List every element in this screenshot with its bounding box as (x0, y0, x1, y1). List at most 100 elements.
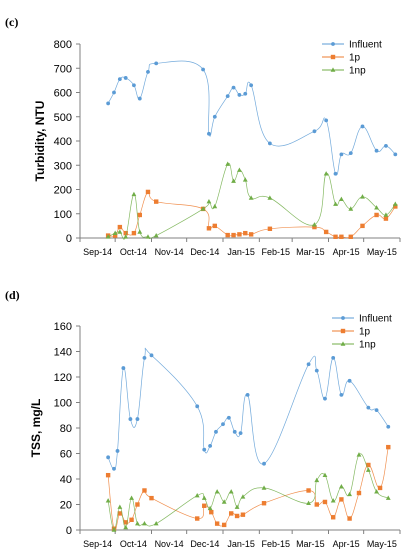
data-point (267, 195, 273, 200)
data-point (323, 396, 327, 401)
series-influent (106, 60, 398, 176)
data-point (339, 234, 344, 239)
data-point (267, 141, 272, 146)
x-tick-label: Oct-14 (120, 247, 147, 257)
data-point (248, 195, 254, 200)
data-point (348, 151, 353, 156)
data-point (339, 392, 344, 397)
data-point (123, 76, 128, 80)
data-point (338, 484, 344, 489)
x-tick-label: Nov-14 (155, 539, 184, 549)
x-tick-label: Nov-14 (155, 247, 184, 257)
legend-marker (340, 328, 346, 334)
data-point (135, 521, 140, 526)
data-point (237, 93, 242, 97)
data-point (324, 118, 329, 123)
data-point (123, 234, 129, 239)
data-point (262, 461, 266, 466)
y-axis-title: TSS, mg/L (29, 399, 43, 458)
data-point (365, 467, 371, 472)
data-point (374, 212, 379, 218)
data-point (242, 177, 248, 182)
data-point (153, 521, 159, 526)
data-point (123, 520, 128, 525)
data-point (214, 489, 220, 494)
data-point (214, 429, 218, 434)
data-point (135, 417, 140, 421)
data-point (149, 353, 154, 358)
legend-label: Influent (349, 40, 382, 51)
series-1np (105, 161, 398, 240)
y-tick-label: 0 (66, 233, 72, 245)
data-point (333, 234, 338, 239)
data-point (212, 223, 217, 229)
data-point (322, 472, 328, 477)
data-point (131, 230, 137, 236)
y-tick-label: 100 (54, 398, 72, 410)
legend-item: 1np (332, 340, 376, 351)
series-line (107, 447, 389, 531)
legend-label: 1p (349, 53, 361, 64)
data-point (356, 452, 362, 457)
data-point (201, 67, 205, 72)
data-point (145, 234, 151, 239)
data-point (374, 205, 379, 210)
data-point (128, 417, 133, 421)
legend-item: 1p (332, 327, 371, 338)
data-point (249, 83, 254, 88)
data-point (306, 362, 311, 367)
series-1np (105, 452, 391, 532)
x-tick-label: Sep-14 (83, 539, 112, 549)
data-point (333, 201, 338, 206)
data-point (146, 69, 150, 74)
x-tick-label: Feb-15 (261, 247, 290, 257)
data-point (221, 522, 227, 528)
data-point (245, 392, 250, 397)
data-point (137, 212, 142, 218)
tss-chart: 0 20 40 60 80 100 120 140 160 Sep-14 Oct-14 Nov-14 D… (29, 314, 401, 549)
y-tick-label: 120 (54, 372, 72, 384)
data-point (206, 226, 212, 231)
data-point (312, 129, 317, 134)
legend-item: 1p (322, 53, 361, 64)
data-point (221, 499, 227, 504)
y-tick-label: 160 (54, 321, 72, 333)
data-point (231, 85, 236, 90)
data-point (339, 497, 344, 502)
data-point (338, 196, 344, 201)
y-tick-label: 80 (60, 423, 72, 435)
data-point (393, 152, 398, 157)
y-tick-label: 20 (60, 500, 72, 512)
data-point (121, 366, 126, 370)
legend-item: Influent (322, 40, 382, 51)
data-point (306, 500, 311, 506)
x-tick-label: Jan-15 (227, 539, 255, 549)
data-point (348, 234, 353, 239)
legend-marker (331, 42, 335, 46)
data-point (374, 408, 379, 413)
data-point (212, 203, 218, 209)
data-point (348, 206, 354, 211)
data-point (330, 515, 336, 520)
data-point (267, 226, 273, 231)
series-line (107, 60, 396, 176)
data-point (202, 447, 207, 452)
legend: Influent 1p 1np (332, 314, 392, 351)
data-point (131, 191, 137, 197)
x-tick-label: May-15 (367, 539, 397, 549)
data-point (314, 368, 319, 373)
legend: Influent 1p 1np (322, 40, 382, 77)
x-tick-label: Jan-15 (227, 247, 255, 257)
legend-marker (340, 341, 346, 346)
data-point (117, 511, 123, 516)
data-point (374, 148, 379, 153)
data-point (347, 378, 352, 383)
data-point (117, 224, 123, 230)
y-tick-label: 140 (54, 347, 72, 359)
data-point (386, 444, 391, 450)
data-point (153, 199, 159, 204)
data-point (393, 204, 398, 209)
x-tick-label: Dec-14 (190, 539, 219, 549)
data-point (145, 189, 151, 195)
data-point (137, 96, 142, 101)
